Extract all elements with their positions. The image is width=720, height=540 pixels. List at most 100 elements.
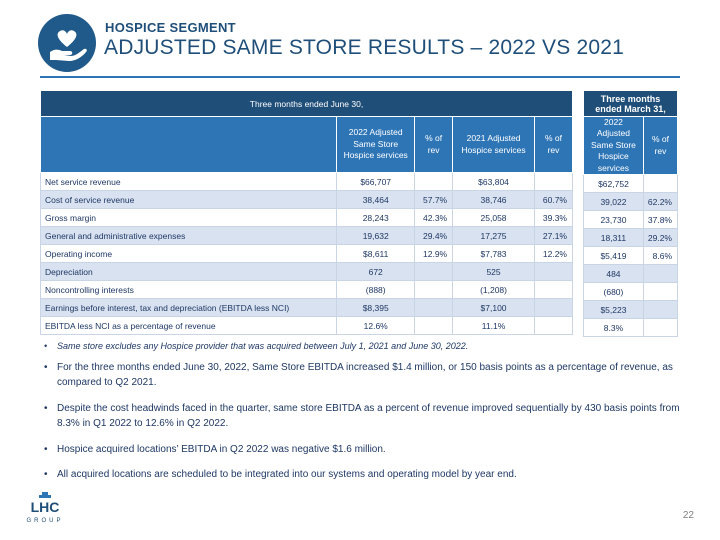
table-row: $5,223 <box>583 300 679 320</box>
row-label: Net service revenue <box>39 172 338 191</box>
pct-2021: 60.7% <box>533 190 574 209</box>
pct-2022 <box>414 316 454 335</box>
value-2021: 525 <box>452 262 535 281</box>
segment-title: HOSPICE SEGMENT <box>105 20 236 35</box>
value-2021: 11.1% <box>452 316 535 335</box>
table-row: $5,419 8.6% <box>583 246 679 266</box>
pct-q1-2022: 62.2% <box>642 192 679 212</box>
pct-q1-2022: 8.6% <box>642 246 679 266</box>
value-2022: 672 <box>336 262 416 281</box>
table-row: 23,730 37.8% <box>583 210 679 230</box>
period-header: Three months ended March 31, <box>583 90 678 117</box>
value-q1-2022: (680) <box>583 282 644 302</box>
pct-2021 <box>533 172 574 191</box>
pct-2022 <box>414 172 454 191</box>
bullet-item: • For the three months ended June 30, 202… <box>44 361 673 389</box>
pct-2022: 29.4% <box>414 226 454 245</box>
row-label: EBITDA less NCI as a percentage of reven… <box>39 316 338 335</box>
value-q1-2022: $5,419 <box>583 246 644 266</box>
bullet-item: • All acquired locations are scheduled to… <box>44 469 517 481</box>
pct-2021 <box>533 280 574 299</box>
row-label: Noncontrolling interests <box>39 280 338 299</box>
pct-2021: 12.2% <box>533 244 574 263</box>
column-header: % of rev <box>533 116 574 173</box>
value-2022: (888) <box>336 280 416 299</box>
value-2021: 25,058 <box>452 208 535 227</box>
value-q1-2022: 18,311 <box>583 228 644 248</box>
row-label: Depreciation <box>39 262 338 281</box>
table-row: 484 <box>583 264 679 284</box>
pct-q1-2022 <box>642 174 679 194</box>
svg-text:LHC: LHC <box>31 499 60 515</box>
pct-2022 <box>414 262 454 281</box>
table-row: Gross margin 28,243 42.3% 25,058 39.3% <box>39 208 574 227</box>
pct-2021: 27.1% <box>533 226 574 245</box>
pct-q1-2022: 37.8% <box>642 210 679 230</box>
pct-2022: 42.3% <box>414 208 454 227</box>
value-q1-2022: $62,752 <box>583 174 644 194</box>
pct-2022: 12.9% <box>414 244 454 263</box>
label-column-header <box>39 116 338 173</box>
lhc-group-logo: LHC GROUP <box>20 492 70 524</box>
pct-2021 <box>533 262 574 281</box>
value-2021: 17,275 <box>452 226 535 245</box>
value-2022: $66,707 <box>336 172 416 191</box>
row-label: General and administrative expenses <box>39 226 338 245</box>
column-header: 2022 Adjusted Same Store Hospice service… <box>583 115 644 176</box>
pct-2022: 57.7% <box>414 190 454 209</box>
column-header: % of rev <box>642 115 679 176</box>
table-row: $62,752 <box>583 174 679 194</box>
row-label: Earnings before interest, tax and deprec… <box>39 298 338 317</box>
bullet-item: • Despite the cost headwinds faced in the… <box>44 402 680 430</box>
table-row: Noncontrolling interests (888) (1,208) <box>39 280 574 299</box>
pct-q1-2022 <box>642 318 679 338</box>
bullet-list: • Same store excludes any Hospice provide… <box>44 340 684 493</box>
value-2022: $8,395 <box>336 298 416 317</box>
table-row: 39,022 62.2% <box>583 192 679 212</box>
row-label: Operating income <box>39 244 338 263</box>
q1-comparison-table: Three months ended March 31, 2022 Adjust… <box>583 90 679 338</box>
pct-2022 <box>414 298 454 317</box>
table-row: Cost of service revenue 38,464 57.7% 38,746… <box>39 190 574 209</box>
title-divider <box>40 76 680 78</box>
table-row: 18,311 29.2% <box>583 228 679 248</box>
table-row: EBITDA less NCI as a percentage of reven… <box>39 316 574 335</box>
value-q1-2022: 39,022 <box>583 192 644 212</box>
table-row: Depreciation 672 525 <box>39 262 574 281</box>
value-2022: 12.6% <box>336 316 416 335</box>
value-2022: 38,464 <box>336 190 416 209</box>
pct-q1-2022: 29.2% <box>642 228 679 248</box>
value-2021: (1,208) <box>452 280 535 299</box>
table-row: (680) <box>583 282 679 302</box>
row-label: Cost of service revenue <box>39 190 338 209</box>
svg-text:GROUP: GROUP <box>26 518 63 524</box>
bullet-item: • Hospice acquired locations’ EBITDA in Q… <box>44 443 386 455</box>
pct-q1-2022 <box>642 300 679 320</box>
value-2021: $7,100 <box>452 298 535 317</box>
pct-2021: 39.3% <box>533 208 574 227</box>
column-header: 2022 Adjusted Same Store Hospice service… <box>336 116 416 173</box>
table-row: Operating income $8,611 12.9% $7,783 12.2% <box>39 244 574 263</box>
page-number: 22 <box>682 510 694 521</box>
pct-q1-2022 <box>642 264 679 284</box>
value-2022: $8,611 <box>336 244 416 263</box>
value-2022: 28,243 <box>336 208 416 227</box>
lhc-cross-logo: LHC GROUP <box>26 492 63 524</box>
column-header: 2021 Adjusted Hospice services <box>452 116 535 173</box>
hand-heart-icon <box>38 14 96 72</box>
value-q1-2022: 484 <box>583 264 644 284</box>
pct-q1-2022 <box>642 282 679 302</box>
value-q1-2022: $5,223 <box>583 300 644 320</box>
pct-2021 <box>533 316 574 335</box>
column-header: % of rev <box>414 116 454 173</box>
pct-2022 <box>414 280 454 299</box>
value-2022: 19,632 <box>336 226 416 245</box>
table-row: General and administrative expenses 19,63… <box>39 226 574 245</box>
period-header: Three months ended June 30, <box>40 90 573 117</box>
value-2021: 38,746 <box>452 190 535 209</box>
bullet-item: • Same store excludes any Hospice provide… <box>44 341 469 351</box>
value-2021: $7,783 <box>452 244 535 263</box>
table-row: Net service revenue $66,707 $63,804 <box>39 172 574 191</box>
row-label: Gross margin <box>39 208 338 227</box>
pct-2021 <box>533 298 574 317</box>
